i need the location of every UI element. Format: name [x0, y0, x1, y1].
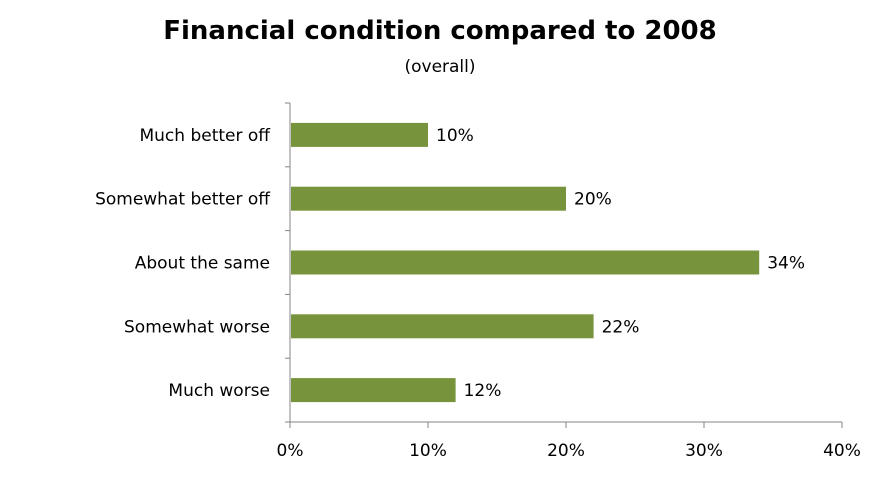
category-label: Somewhat better off: [95, 190, 271, 210]
bar: [291, 314, 594, 339]
data-label: 34%: [767, 254, 805, 274]
chart-title: Financial condition compared to 2008: [163, 16, 717, 46]
data-label: 12%: [464, 381, 502, 401]
data-label: 22%: [602, 317, 640, 337]
x-tick-label: 20%: [547, 441, 585, 461]
x-tick-label: 0%: [277, 441, 304, 461]
x-tick-label: 10%: [409, 441, 447, 461]
chart-subtitle: (overall): [404, 57, 476, 77]
chart-bars: [291, 122, 760, 403]
data-label: 20%: [574, 190, 612, 210]
category-label: Much better off: [139, 126, 271, 146]
chart-axes: [285, 102, 843, 428]
bar: [291, 250, 760, 275]
category-label: Much worse: [168, 381, 270, 401]
category-label: About the same: [135, 254, 270, 274]
bar: [291, 378, 456, 403]
category-label: Somewhat worse: [124, 317, 270, 337]
bar: [291, 122, 428, 147]
chart-labels: 0% 10% 20% 30% 40% Much better off 10% Somewhat…: [95, 126, 861, 461]
bar: [291, 186, 566, 211]
data-label: 10%: [436, 126, 474, 146]
x-tick-label: 30%: [685, 441, 723, 461]
x-tick-label: 40%: [823, 441, 861, 461]
